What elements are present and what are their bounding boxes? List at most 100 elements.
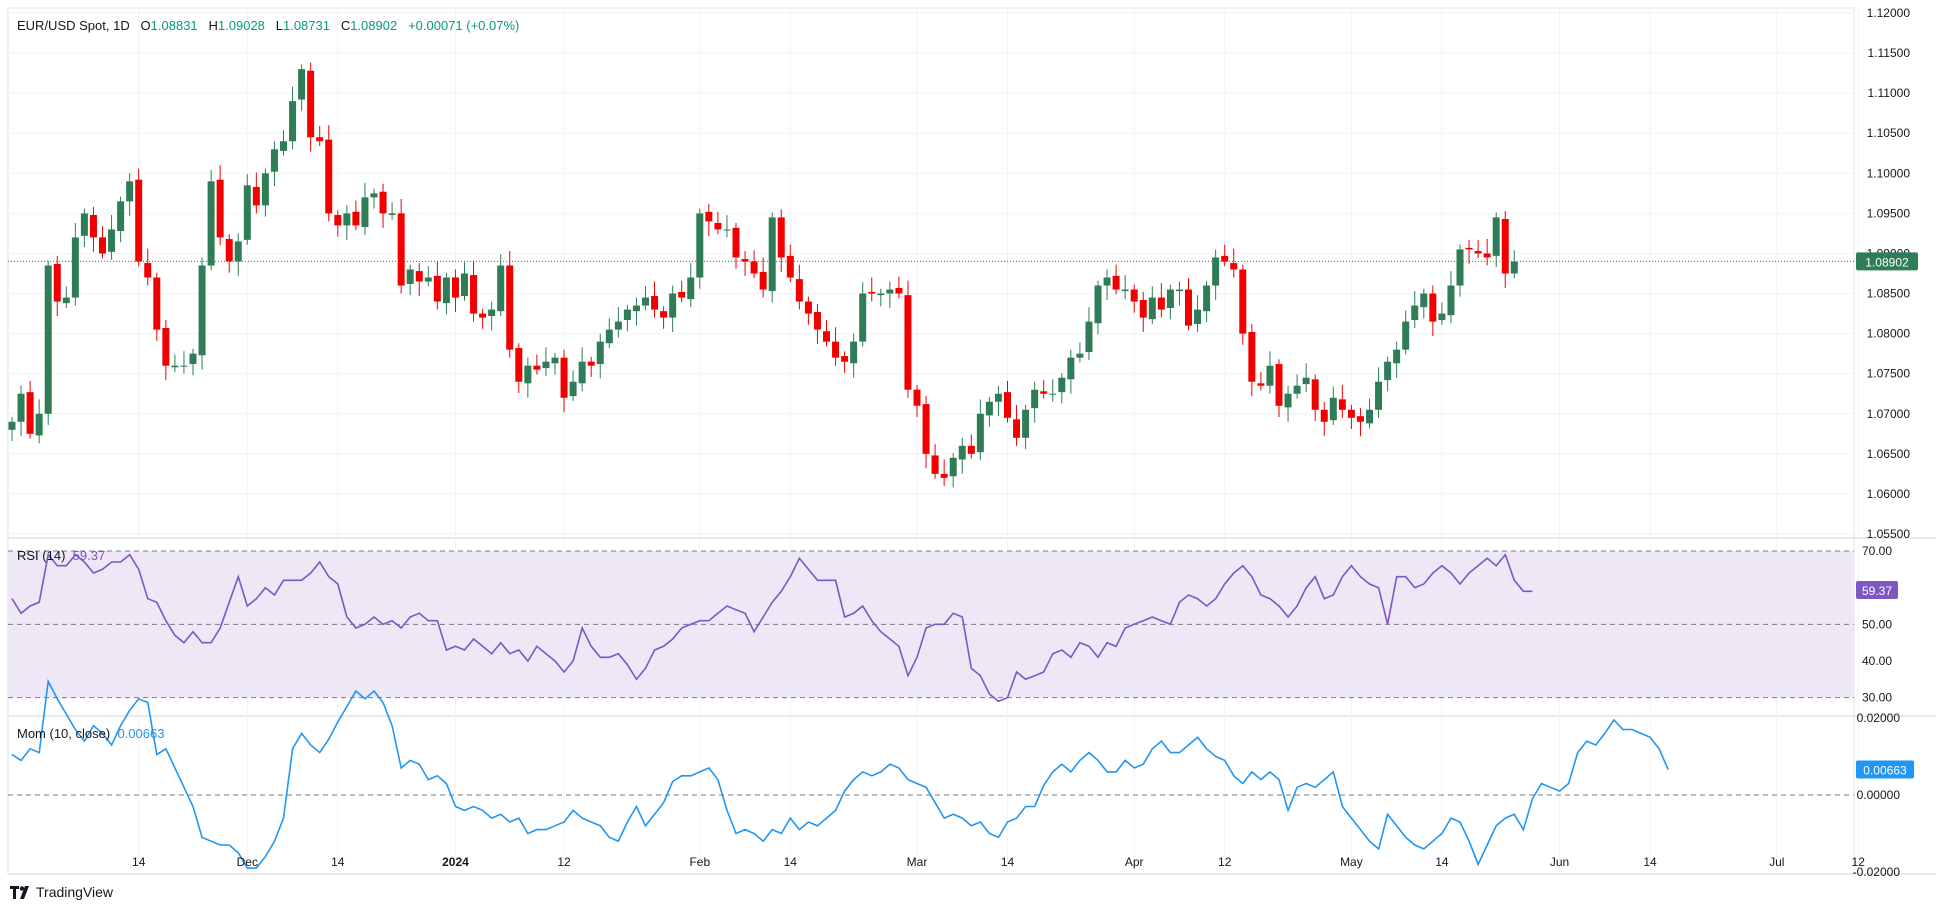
candle-body <box>252 186 260 206</box>
candle-body <box>1284 393 1292 408</box>
low-label: L <box>275 18 283 33</box>
symbol-title[interactable]: EUR/USD Spot, 1D <box>17 18 130 33</box>
candle-body <box>994 393 1002 402</box>
rsi-tick-label: 30.00 <box>1862 691 1892 705</box>
grid-lines <box>7 7 1936 875</box>
last-value-tags: 1.08902 59.37 0.00663 <box>1856 252 1918 779</box>
candle-body <box>270 149 278 172</box>
ohlc-header: EUR/USD Spot, 1D O1.08831 H1.09028 L1.08… <box>17 18 519 33</box>
high-value: 1.09028 <box>217 18 265 33</box>
price-tick-label: 1.06500 <box>1867 447 1911 461</box>
date-tick-label: 14 <box>1643 855 1657 869</box>
candle-body <box>1148 297 1156 320</box>
price-tick-label: 1.07000 <box>1867 407 1911 421</box>
price-tick-label: 1.11000 <box>1868 86 1911 100</box>
candle-body <box>578 361 586 384</box>
candle-body <box>126 181 134 202</box>
candle-body <box>280 141 287 151</box>
rsi-label[interactable]: RSI (14) <box>17 548 66 563</box>
candle-body <box>949 457 957 477</box>
momentum-label[interactable]: Mom (10, close) <box>17 726 111 741</box>
candle-body <box>1474 251 1482 254</box>
candle-body <box>687 277 695 300</box>
candle-body <box>1275 364 1283 406</box>
candle-body <box>524 365 532 384</box>
candle-body <box>786 255 794 278</box>
candle-body <box>198 265 206 356</box>
candle-body <box>1085 321 1093 353</box>
candle-body <box>596 341 604 365</box>
date-tick-label: Dec <box>237 855 258 869</box>
candle-body <box>651 295 659 310</box>
price-tick-label: 1.10000 <box>1867 166 1911 180</box>
candle-body <box>759 271 767 290</box>
last-price-value: 1.08902 <box>1865 255 1909 269</box>
high-label: H <box>208 18 218 33</box>
momentum-series-path <box>11 678 1669 869</box>
candle-body <box>569 381 577 397</box>
candle-body <box>1013 419 1021 438</box>
candle-body <box>234 241 242 262</box>
momentum-value-tag <box>1856 760 1914 779</box>
candle-body <box>1139 299 1147 318</box>
rsi-value-label: 59.37 <box>1862 584 1892 598</box>
candle-body <box>289 101 297 142</box>
candle-body <box>723 229 731 231</box>
date-tick-label: 14 <box>132 855 146 869</box>
candle-body <box>850 341 858 364</box>
date-tick-label: Mar <box>907 855 928 869</box>
candle-body <box>1103 277 1111 286</box>
candle-body <box>1366 409 1373 424</box>
candle-body <box>44 265 52 414</box>
rsi-tick-label: 70.00 <box>1862 544 1892 558</box>
candle-body <box>859 293 867 342</box>
candle-body <box>180 365 188 367</box>
price-tick-label: 1.07500 <box>1867 367 1911 381</box>
candle-body <box>1356 416 1364 422</box>
candle-body <box>53 263 61 302</box>
candle-body <box>1429 293 1437 322</box>
candle-body <box>1375 381 1383 410</box>
candle-body <box>298 69 306 100</box>
price-tick-label: 1.08500 <box>1867 287 1911 301</box>
candle-body <box>1438 313 1446 320</box>
candle-body <box>334 214 342 226</box>
close-value: 1.08902 <box>350 18 398 33</box>
candle-body <box>1185 289 1192 326</box>
candle-body <box>261 173 269 206</box>
candle-body <box>1447 285 1455 316</box>
rsi-header: RSI (14) 59.37 <box>17 548 105 563</box>
date-tick-label: 12 <box>1218 855 1232 869</box>
candle-body <box>352 211 360 226</box>
price-tick-label: 1.12000 <box>1867 6 1911 20</box>
candle-body <box>750 261 758 274</box>
candle-body <box>35 413 43 436</box>
open-label: O <box>140 18 151 33</box>
candle-body <box>1049 393 1057 395</box>
candle-body <box>886 289 894 294</box>
candle-body <box>678 291 686 298</box>
rsi-band <box>8 550 1854 796</box>
price-candles[interactable] <box>8 62 1518 488</box>
candle-body <box>1166 289 1174 308</box>
candle-body <box>506 265 514 350</box>
candle-body <box>225 239 233 262</box>
candle-body <box>777 217 785 258</box>
candle-body <box>71 237 79 298</box>
candle-body <box>442 277 450 304</box>
price-axes[interactable]: 1.12000 1.11500 1.11000 1.10500 1.10000 1.095… <box>132 6 1910 879</box>
candle-body <box>1067 357 1075 380</box>
candle-body <box>841 356 849 362</box>
candle-body <box>958 445 966 460</box>
candle-body <box>1194 309 1202 324</box>
date-tick-label: 14 <box>1001 855 1015 869</box>
candle-body <box>117 201 125 232</box>
candle-body <box>623 309 631 320</box>
candle-body <box>741 259 749 262</box>
tradingview-logo[interactable]: TradingView <box>10 884 113 900</box>
candle-body <box>80 213 88 236</box>
rsi-value-tag <box>1856 580 1898 599</box>
candle-body <box>1058 377 1066 393</box>
rsi-line <box>11 552 1533 703</box>
